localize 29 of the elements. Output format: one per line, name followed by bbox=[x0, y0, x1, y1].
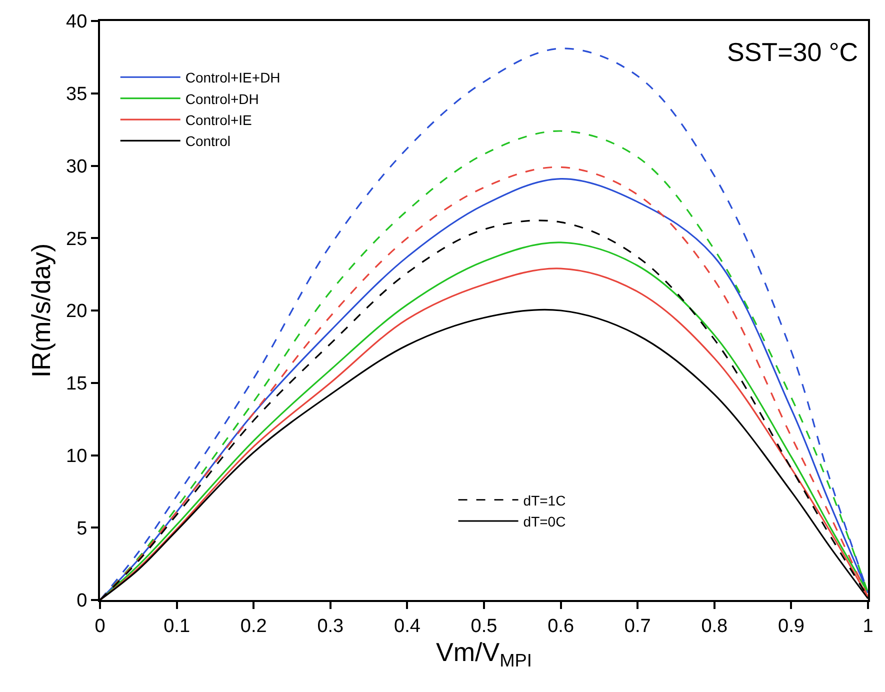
y-tick-label: 40 bbox=[66, 12, 88, 33]
annotation: dT=0C bbox=[523, 513, 566, 530]
x-tick-label: 0.2 bbox=[240, 616, 267, 637]
y-tick-label: 0 bbox=[76, 590, 88, 612]
x-tick-label: 1 bbox=[862, 616, 874, 637]
y-axis-title: IR(m/s/day) bbox=[26, 243, 56, 378]
y-tick-label: 5 bbox=[76, 518, 88, 540]
y-tick-label: 35 bbox=[66, 84, 88, 106]
annotation: dT=1C bbox=[523, 492, 566, 508]
x-tick-label: 0.6 bbox=[548, 616, 574, 637]
x-tick-label: 0.1 bbox=[164, 616, 190, 637]
y-tick-label: 25 bbox=[66, 228, 88, 250]
x-tick-label: 0 bbox=[94, 616, 106, 637]
legend-label: Control+IE bbox=[185, 112, 252, 128]
x-tick-label: 0.9 bbox=[778, 616, 804, 637]
x-tick-label: 0.7 bbox=[624, 616, 651, 637]
annotation: SST=30 °C bbox=[727, 37, 858, 67]
x-axis-title: Vm/V$_{MPI}$ bbox=[436, 636, 532, 670]
y-tick-label: 15 bbox=[66, 374, 88, 395]
legend-label: Control+IE+DH bbox=[185, 70, 280, 86]
x-tick-label: 0.8 bbox=[701, 616, 728, 637]
x-tick-label: 0.4 bbox=[394, 616, 421, 637]
x-tick-label: 0.3 bbox=[317, 616, 344, 637]
legend-label: Control+DH bbox=[185, 90, 259, 107]
y-tick-label: 10 bbox=[66, 446, 88, 467]
y-tick-label: 20 bbox=[66, 301, 88, 322]
x-tick-label: 0.5 bbox=[470, 616, 498, 637]
y-tick-label: 30 bbox=[66, 156, 88, 178]
legend-label: Control bbox=[185, 133, 230, 150]
